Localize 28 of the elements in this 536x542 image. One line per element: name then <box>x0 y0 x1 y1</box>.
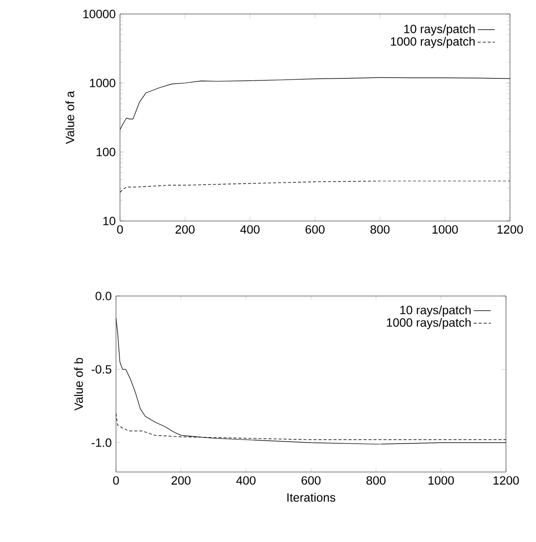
x-tick-label: 200 <box>172 476 191 485</box>
y-tick-label: -1.0 <box>92 438 112 447</box>
x-tick-label: 400 <box>236 476 256 485</box>
y-tick-label: 0.0 <box>96 292 112 300</box>
legend-label: 1000 rays/patch <box>386 318 471 330</box>
y-tick-label: 10 <box>103 216 116 226</box>
x-tick-label: 600 <box>302 476 321 485</box>
legend-label: 10 rays/patch <box>400 305 471 317</box>
x-tick-label: 200 <box>176 225 195 234</box>
y-axis-title: Value of a <box>65 90 74 144</box>
y-tick-label: -0.5 <box>92 365 112 374</box>
x-tick-label: 1200 <box>498 225 523 234</box>
x-tick-label: 0 <box>117 225 123 234</box>
x-tick-label: 800 <box>366 476 386 485</box>
x-tick-label: 400 <box>240 225 260 234</box>
legend-label: 10 rays/patch <box>404 24 475 36</box>
x-tick-label: 1000 <box>428 476 454 485</box>
x-tick-label: 1200 <box>494 476 519 485</box>
x-tick-label: 600 <box>306 225 325 234</box>
y-tick-label: 100 <box>96 148 116 156</box>
y-tick-label: 1000 <box>90 78 116 88</box>
y-tick-label: 10000 <box>83 10 116 18</box>
x-tick-label: 0 <box>113 476 119 485</box>
legend-label: 1000 rays/patch <box>390 36 475 48</box>
x-tick-label: 1000 <box>432 225 458 234</box>
y-axis-title: Value of b <box>74 358 83 411</box>
x-tick-label: 800 <box>370 225 390 234</box>
x-axis-title: Iterations <box>287 492 336 502</box>
